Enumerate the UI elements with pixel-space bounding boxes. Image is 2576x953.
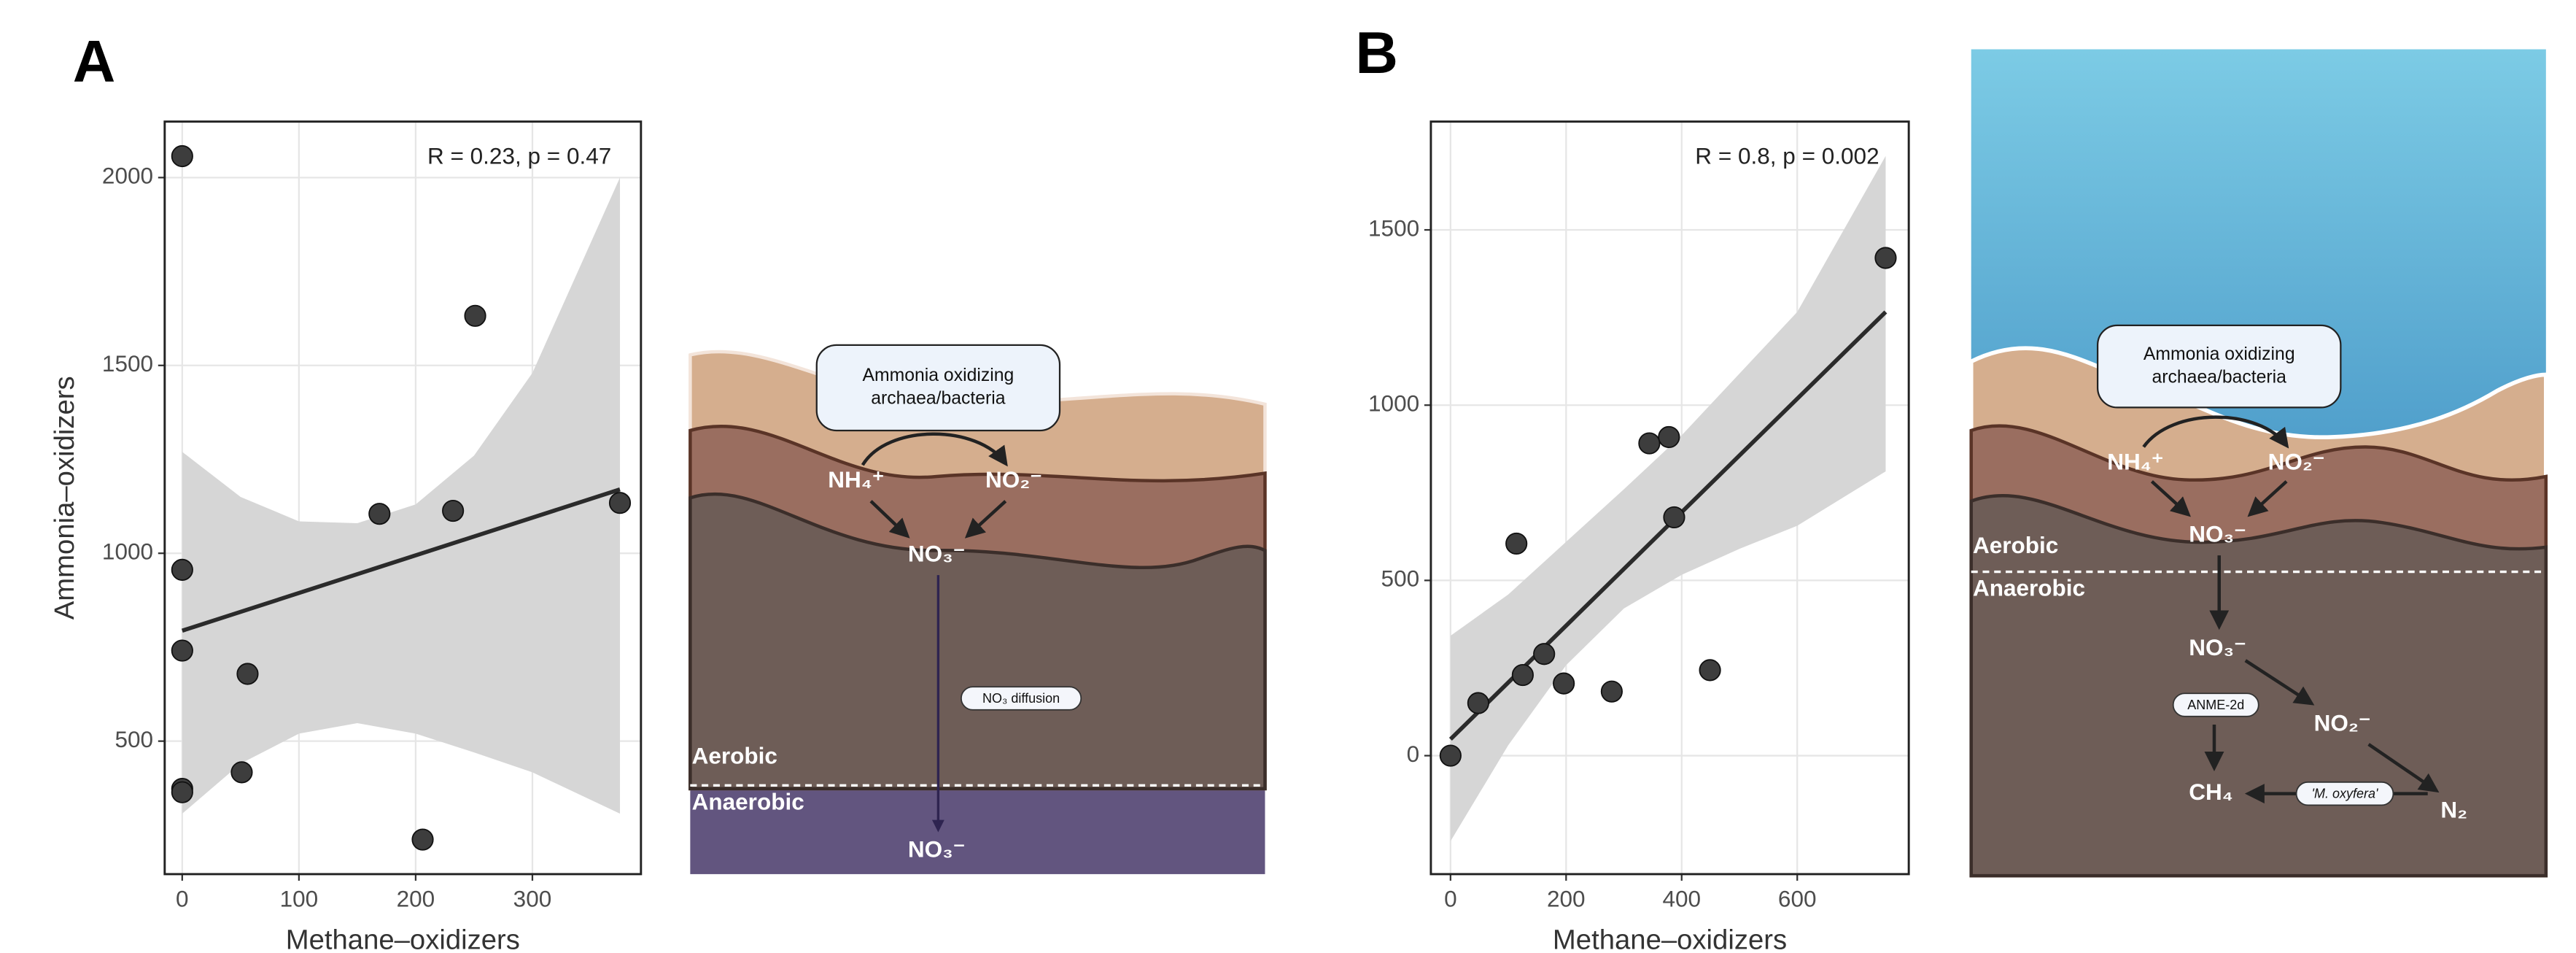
point xyxy=(368,503,391,525)
diffusion-label: NO₃ diffusion xyxy=(982,691,1060,706)
box-line: archaea/bacteria xyxy=(871,389,1006,409)
anme-label: ANME-2d xyxy=(2187,698,2244,712)
point xyxy=(1553,672,1575,695)
x-tick-label: 300 xyxy=(513,885,552,911)
arrow xyxy=(869,500,910,539)
x-axis-title: Methane–oxidizers xyxy=(1553,924,1787,953)
nh4: NH₄⁺ xyxy=(2107,448,2163,474)
point xyxy=(1505,532,1528,555)
diagram-b: Ammonia oxidizing archaea/bacteria ANME-… xyxy=(1968,49,2548,878)
point xyxy=(1874,247,1897,269)
fit-line xyxy=(181,487,621,633)
plot-frame xyxy=(163,120,643,876)
no3: NO₃⁻ xyxy=(2189,520,2246,547)
point xyxy=(1511,663,1534,687)
no3-bottom: NO₃⁻ xyxy=(908,836,965,863)
aerobic-label: Aerobic xyxy=(692,742,777,768)
point xyxy=(1533,643,1556,665)
box-line: archaea/bacteria xyxy=(2152,367,2287,387)
moxy-pill xyxy=(2295,781,2394,806)
point xyxy=(1658,425,1680,449)
y-tick-label: 1500 xyxy=(102,350,153,377)
nh4: NH₄⁺ xyxy=(828,466,884,493)
point xyxy=(442,499,465,522)
arrow xyxy=(2247,480,2288,517)
oxidation-arrow xyxy=(2142,415,2289,449)
point xyxy=(1600,680,1623,703)
y-tick-label: 500 xyxy=(1381,566,1420,592)
y-tick-label: 1500 xyxy=(1368,215,1419,241)
diagram-a: NO₃ diffusion Ammonia oxidizing archaea/… xyxy=(688,344,1267,874)
x-tick-label: 400 xyxy=(1662,885,1701,911)
no2: NO₂⁻ xyxy=(2268,448,2325,474)
x-tick-label: 100 xyxy=(280,885,319,911)
anme-pill xyxy=(2172,692,2259,717)
aob-box xyxy=(815,344,1061,432)
ch4: CH₄ xyxy=(2189,779,2233,805)
y-axis-title: Ammonia–oxidizers xyxy=(49,376,80,620)
x-tick-label: 200 xyxy=(1547,885,1586,911)
diffusion-pill xyxy=(961,686,1082,711)
aerobic-label: Aerobic xyxy=(1973,532,2058,558)
anaerobic-label: Anaerobic xyxy=(692,788,804,814)
deep-layer xyxy=(688,492,1267,791)
no2: NO₂⁻ xyxy=(985,466,1042,493)
box-line: Ammonia oxidizing xyxy=(863,366,1015,385)
y-tick-label: 1000 xyxy=(1368,390,1419,417)
x-tick-label: 0 xyxy=(1444,885,1457,911)
anaerobic-label: Anaerobic xyxy=(1973,575,2085,601)
no2-low: NO₂⁻ xyxy=(2314,709,2371,736)
point xyxy=(171,144,193,168)
y-tick-label: 1000 xyxy=(102,539,153,565)
point xyxy=(1663,506,1685,529)
x-axis-title: Methane–oxidizers xyxy=(286,924,520,953)
plot-frame xyxy=(1429,120,1910,876)
arrow xyxy=(2244,659,2315,706)
point xyxy=(236,663,259,685)
moxy-label: 'M. oxyfera' xyxy=(2312,786,2378,800)
box-line: Ammonia oxidizing xyxy=(2144,344,2295,364)
aob-box xyxy=(2096,324,2342,409)
point xyxy=(171,639,193,662)
point xyxy=(608,492,632,514)
point xyxy=(171,781,193,803)
point xyxy=(1638,432,1661,455)
point xyxy=(1467,692,1489,714)
confidence-band xyxy=(1450,155,1886,841)
y-tick-label: 500 xyxy=(115,726,153,752)
confidence-band xyxy=(182,177,621,814)
x-tick-label: 200 xyxy=(397,885,435,911)
panel-label: A xyxy=(73,28,116,94)
annotation: R = 0.23, p = 0.47 xyxy=(427,142,611,169)
x-tick-label: 600 xyxy=(1778,885,1817,911)
point xyxy=(464,304,486,327)
no3: NO₃⁻ xyxy=(908,540,965,566)
no3-low: NO₃⁻ xyxy=(2189,634,2246,660)
n2: N₂ xyxy=(2440,797,2467,823)
point xyxy=(230,761,253,784)
oxidation-arrow xyxy=(861,432,1008,467)
y-tick-label: 2000 xyxy=(102,163,153,189)
deep-layer xyxy=(1969,493,2548,878)
point xyxy=(1439,744,1462,767)
arrow xyxy=(2150,480,2191,517)
point xyxy=(411,828,434,851)
annotation: R = 0.8, p = 0.002 xyxy=(1695,142,1879,169)
arrow xyxy=(2367,743,2440,793)
x-tick-label: 0 xyxy=(176,885,189,911)
point xyxy=(171,558,193,581)
panel-label: B xyxy=(1355,20,1398,86)
arrow xyxy=(964,500,1007,539)
point xyxy=(1699,659,1721,682)
y-tick-label: 0 xyxy=(1407,741,1420,767)
